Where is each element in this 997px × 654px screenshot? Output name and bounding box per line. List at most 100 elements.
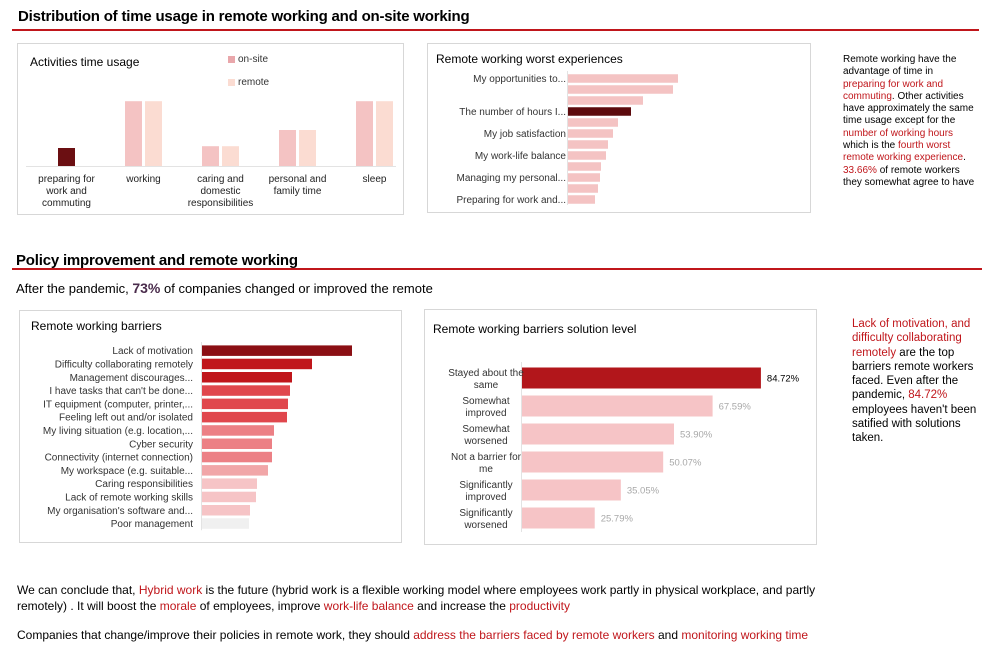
subtitle-percent: 73% xyxy=(132,280,161,296)
barriers-chart-panel: Remote working barriers Lack of motivati… xyxy=(19,310,402,543)
activities-x-label-line: caring and xyxy=(197,174,244,185)
activities-bar-onsite-personal-and-family-time xyxy=(279,130,296,166)
barriers-label-management-discourages: Management discourages... xyxy=(70,373,193,384)
conclusion-text: is the future (hybrid work is a flexible… xyxy=(202,583,816,597)
conclusion-highlight: productivity xyxy=(509,599,570,613)
activities-x-label-line: family time xyxy=(274,186,322,197)
worst-bar-11 xyxy=(568,184,598,193)
solution-data-label-5: 35.05% xyxy=(627,486,660,497)
activities-x-label-line: working xyxy=(125,174,160,185)
solution-label-somewhat-improved: Somewhat improved xyxy=(462,396,509,419)
conclusion-highlight: morale xyxy=(159,599,197,613)
legend-onsite: on-site xyxy=(228,54,268,65)
barriers-label-caring-responsibilities: Caring responsibilities xyxy=(95,479,193,490)
worst-label-managing-my-personal: Managing my personal... xyxy=(456,173,566,184)
legend-remote-label: remote xyxy=(238,77,270,88)
barriers-bar-5 xyxy=(202,398,288,410)
solution-data-label-1: 84.72% xyxy=(767,374,800,385)
worst-label-the-number-of-hours-i: The number of hours I... xyxy=(459,107,566,118)
solution-bar-5 xyxy=(522,479,621,501)
activities-x-label-caring-and-domestic-responsibilities: caring and domestic responsibilities xyxy=(188,174,254,209)
solution-label-line: improved xyxy=(465,492,506,503)
activities-bar-remote-working xyxy=(145,101,162,166)
time-usage-insight: Remote working have the advantage of tim… xyxy=(843,54,975,189)
conclusion-text: and xyxy=(654,628,682,642)
barriers-label-my-workspace-e-g-suitable: My workspace (e.g. suitable... xyxy=(61,466,193,477)
worst-bar-6 xyxy=(568,129,613,138)
insight-text-3: which is the xyxy=(843,140,899,152)
solution-data-label-2: 67.59% xyxy=(719,402,752,413)
barriers-bar-11 xyxy=(202,478,257,489)
barriers-chart-title: Remote working barriers xyxy=(31,319,162,333)
conclusion-text: Companies that change/improve their poli… xyxy=(17,628,414,642)
solution-chart-title: Remote working barriers solution level xyxy=(433,322,637,336)
conclusion-highlight: address the barriers faced by remote wor… xyxy=(413,628,655,642)
solution-label-line: Somewhat xyxy=(462,396,509,407)
section-2-rule xyxy=(12,268,982,270)
conclusion-highlight: monitoring working time xyxy=(681,628,809,642)
barriers-bar-8 xyxy=(202,438,272,449)
worst-bar-10 xyxy=(568,173,600,182)
section-1-rule xyxy=(12,29,979,31)
conclusion-line-2: remotely) . It will boost the morale of … xyxy=(17,598,987,614)
activities-bar-onsite-working xyxy=(125,101,142,166)
activities-x-label-line: work and xyxy=(45,186,87,197)
activities-x-label-working: working xyxy=(125,174,160,185)
conclusion-line-1: We can conclude that, Hybrid work is the… xyxy=(17,582,987,598)
worst-bar-9 xyxy=(568,162,601,171)
conclusion-text: We can conclude that, xyxy=(17,583,139,597)
section-2-title: Policy improvement and remote working xyxy=(16,252,298,269)
worst-bar-8 xyxy=(568,151,606,160)
insight-text-5: of remote workers they somewhat agree to… xyxy=(843,164,975,188)
conclusion-paragraph-1: We can conclude that, Hybrid work is the… xyxy=(17,582,987,614)
activities-chart-title: Activities time usage xyxy=(30,55,140,69)
worst-bar-2 xyxy=(568,85,673,94)
activities-x-label-line: preparing for xyxy=(38,174,95,185)
solution-label-line: Not a barrier for xyxy=(451,452,522,463)
barriers-bar-7 xyxy=(202,425,274,436)
activities-bar-onsite-sleep xyxy=(356,101,373,166)
activities-x-label-personal-and-family-time: personal and family time xyxy=(269,174,327,197)
legend-onsite-swatch xyxy=(228,55,235,63)
legend-remote: remote xyxy=(228,77,269,88)
barriers-chart: Lack of motivation Difficulty collaborati… xyxy=(43,342,352,531)
worst-label-my-work-life-balance: My work-life balance xyxy=(475,151,567,162)
solution-label-line: worsened xyxy=(463,436,507,447)
barriers-bar-6 xyxy=(202,411,287,423)
barriers-bar-12 xyxy=(202,491,256,503)
worst-bar-3 xyxy=(568,96,643,105)
conclusion-highlight: work-life balance xyxy=(323,599,414,613)
subtitle-text-1: After the pandemic, xyxy=(16,281,133,296)
barriers-label-poor-management: Poor management xyxy=(111,519,193,530)
activities-x-label-line: sleep xyxy=(363,174,387,185)
solution-data-label-6: 25.79% xyxy=(601,514,634,525)
barriers-label-lack-of-remote-working-skills: Lack of remote working skills xyxy=(65,492,193,503)
solution-label-line: Significantly xyxy=(459,508,512,519)
activities-x-label-preparing-for-work-and-commuting: preparing for work and commuting xyxy=(38,174,95,209)
barriers-insight-highlight-2: 84.72% xyxy=(908,389,948,402)
insight-highlight-2: number of working hours xyxy=(843,127,954,139)
insight-highlight-3: fourth worst remote working experience xyxy=(843,140,964,164)
solution-label-line: Somewhat xyxy=(462,424,509,435)
solution-bar-4 xyxy=(522,451,664,473)
barriers-label-difficulty-collaborating-remotely: Difficulty collaborating remotely xyxy=(55,359,193,370)
solution-bar-1 xyxy=(522,367,761,389)
worst-bar-12 xyxy=(568,195,595,204)
activities-x-label-line: responsibilities xyxy=(188,198,254,209)
barriers-label-it-equipment-computer-printer: IT equipment (computer, printer,... xyxy=(43,399,193,410)
conclusion-text: and increase the xyxy=(413,599,510,613)
activities-bar-onsite-caring-and-domestic-responsibilities xyxy=(202,146,219,166)
section-2-subtitle: After the pandemic, 73% of companies cha… xyxy=(16,280,433,296)
conclusion-highlight: Hybrid work xyxy=(138,583,203,597)
solution-chart-panel: Remote working barriers solution level S… xyxy=(424,309,817,545)
solution-label-line: me xyxy=(479,464,493,475)
barriers-insight-highlight-1: Lack of motivation, and difficulty colla… xyxy=(852,318,971,359)
solution-label-somewhat-worsened: Somewhat worsened xyxy=(462,424,509,447)
worst-label-preparing-for-work-and: Preparing for work and... xyxy=(457,195,567,206)
insight-text-4: . xyxy=(963,152,966,164)
solution-data-label-3: 53.90% xyxy=(680,430,713,441)
worst-label-my-opportunities-to: My opportunities to... xyxy=(473,74,566,85)
worst-bar-1 xyxy=(568,74,678,83)
solution-label-stayed-about-the-same: Stayed about the same xyxy=(448,368,524,391)
